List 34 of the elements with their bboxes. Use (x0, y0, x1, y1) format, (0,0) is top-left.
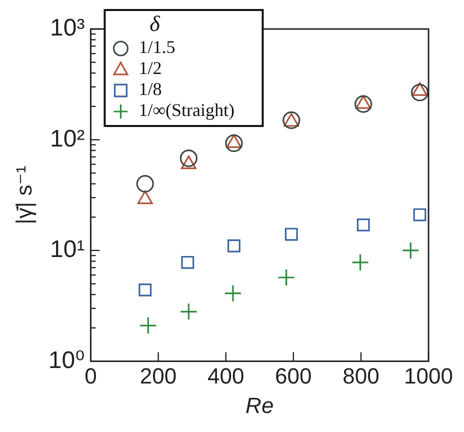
y-tick-label: 10² (50, 125, 85, 152)
point (413, 208, 426, 222)
legend-label: 1/2 (138, 58, 162, 78)
point (402, 242, 420, 260)
point (278, 268, 296, 286)
point (181, 256, 194, 269)
point (136, 175, 154, 193)
x-tick-label: 0 (84, 363, 97, 388)
point (284, 228, 298, 241)
point (410, 84, 429, 102)
point (351, 254, 370, 272)
legend-title: δ (150, 10, 161, 36)
point (227, 239, 240, 252)
legend-label: 1/∞(Straight) (138, 100, 235, 120)
x-axis-title: Re (246, 392, 274, 418)
y-tick-label: 10³ (50, 14, 85, 42)
y-tick-label: 10¹ (50, 236, 85, 264)
point (354, 95, 372, 113)
y-axis-title: |γ̇̄| s⁻¹ (11, 166, 36, 224)
x-tick-label: 400 (207, 363, 244, 388)
x-tick-label: 600 (275, 363, 312, 388)
x-tick-label: 1000 (404, 363, 454, 388)
point (180, 302, 198, 320)
point (180, 149, 198, 168)
legend-label: 1/8 (138, 79, 162, 100)
x-tick-label: 800 (342, 363, 380, 388)
y-tick-label: 10⁰ (48, 346, 85, 374)
point (225, 134, 243, 152)
legend-label: 1/1.5 (138, 37, 176, 58)
x-tick-label: 200 (140, 363, 177, 388)
point (139, 316, 157, 334)
point (356, 218, 370, 232)
point (224, 284, 242, 302)
point (138, 283, 152, 296)
